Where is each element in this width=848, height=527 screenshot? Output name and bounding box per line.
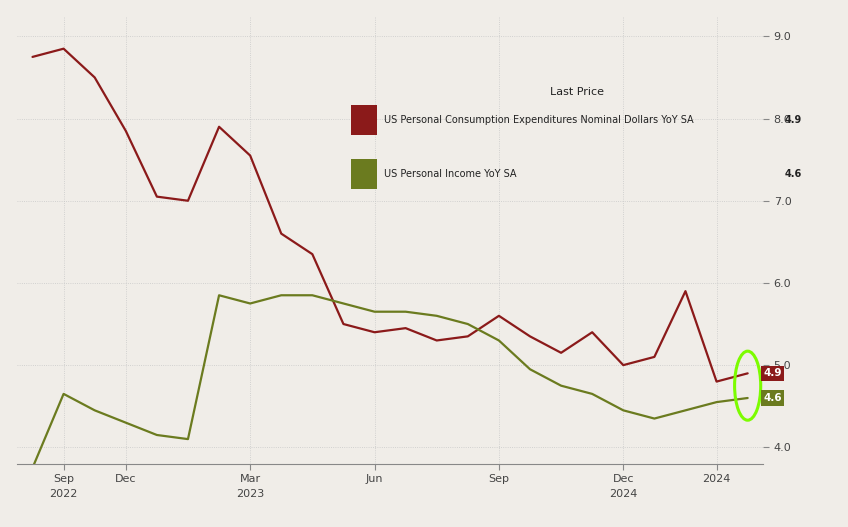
Text: 2024: 2024 [609, 489, 638, 499]
Text: 2023: 2023 [236, 489, 265, 499]
FancyBboxPatch shape [351, 105, 377, 135]
Text: 2022: 2022 [49, 489, 78, 499]
Text: 4.9: 4.9 [763, 368, 782, 378]
Text: 4.9: 4.9 [785, 115, 802, 125]
Text: US Personal Income YoY SA: US Personal Income YoY SA [384, 169, 516, 179]
Text: 4.6: 4.6 [785, 169, 802, 179]
Text: Last Price: Last Price [550, 87, 604, 97]
Text: 4.6: 4.6 [763, 393, 782, 403]
FancyBboxPatch shape [351, 159, 377, 189]
Text: US Personal Consumption Expenditures Nominal Dollars YoY SA: US Personal Consumption Expenditures Nom… [384, 115, 694, 125]
